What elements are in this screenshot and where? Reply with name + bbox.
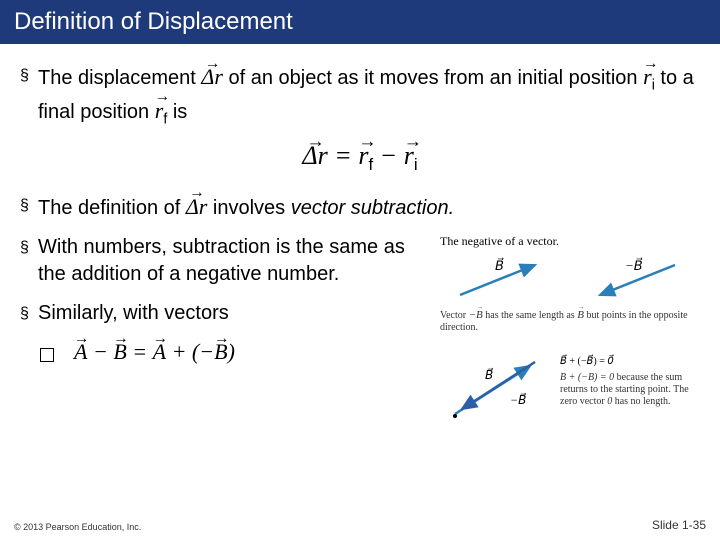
bullet-3: § With numbers, subtraction is the same … (20, 234, 430, 288)
figure-note-1: Vector −→B has the same length as →B but… (440, 309, 700, 334)
vector-subtraction-eq: →A − →B = →A + (−→B) (74, 339, 235, 365)
figure-caption: The negative of a vector. (440, 234, 700, 249)
bullet-1-text: The displacement →Δr of an object as it … (38, 62, 700, 129)
bullet-4-text: Similarly, with vectors (38, 300, 430, 327)
svg-text:B⃗ + (−B⃗) = 0⃗: B⃗ + (−B⃗) = 0⃗ (560, 354, 614, 367)
bullet-marker: § (20, 300, 38, 325)
svg-text:−B⃗: −B⃗ (625, 257, 643, 272)
displacement-equation: →Δr = →rf − →ri (20, 141, 700, 175)
svg-text:B⃗: B⃗ (495, 257, 504, 272)
bullet-4: § Similarly, with vectors (20, 300, 430, 327)
svg-text:−B⃗: −B⃗ (510, 392, 526, 407)
figure-note-2: B + (−B) = 0 because the sum returns to … (560, 372, 695, 408)
delta-r-symbol-2: →Δr (186, 192, 207, 222)
svg-text:B⃗: B⃗ (485, 367, 493, 382)
bullet-marker: § (20, 192, 38, 217)
slide-title: Definition of Displacement (0, 0, 720, 44)
figure-top: B⃗ −B⃗ (440, 255, 700, 305)
slide-content: § The displacement →Δr of an object as i… (0, 44, 720, 480)
bullet-2: § The definition of →Δr involves vector … (20, 192, 700, 222)
lower-section: § With numbers, subtraction is the same … (20, 234, 700, 480)
bullet-marker: § (20, 62, 38, 87)
r-f-symbol: →rf (155, 96, 168, 130)
bullet-2-text: The definition of →Δr involves vector su… (38, 192, 700, 222)
lower-left-column: § With numbers, subtraction is the same … (20, 234, 430, 480)
copyright: © 2013 Pearson Education, Inc. (14, 522, 141, 532)
slide-number: Slide 1-35 (652, 518, 706, 532)
bullet-3-text: With numbers, subtraction is the same as… (38, 234, 430, 288)
checkbox-marker: →A − →B = →A + (−→B) (20, 339, 430, 365)
bullet-1: § The displacement →Δr of an object as i… (20, 62, 700, 129)
bullet-marker: § (20, 234, 38, 259)
r-i-symbol: →ri (643, 62, 655, 96)
figure-panel: The negative of a vector. B⃗ −B⃗ Vector … (440, 234, 700, 480)
vector-b-diagram: B⃗ −B⃗ (440, 255, 700, 305)
delta-r-symbol: →Δr (201, 62, 222, 92)
